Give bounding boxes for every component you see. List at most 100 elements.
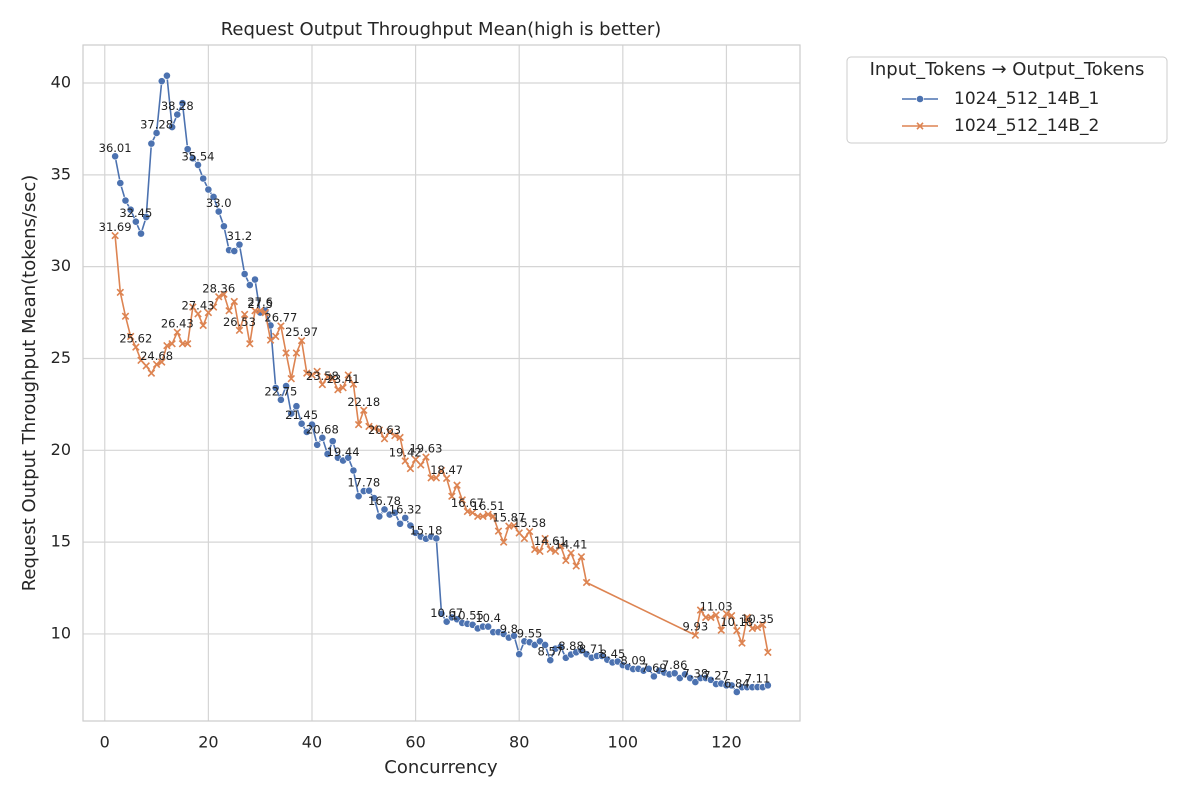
data-point [437,466,446,475]
data-point [380,434,389,443]
data-point [183,145,192,154]
data-point [121,312,130,321]
x-tick-label: 40 [302,733,322,752]
data-point [261,308,270,317]
data-point [375,512,384,521]
data-point [385,428,394,436]
data-point [308,420,316,429]
data-label: 22.18 [347,395,380,409]
data-point [111,231,119,240]
data-point [292,402,301,411]
data-point [344,371,353,379]
data-point [396,519,404,528]
data-point [297,419,306,428]
data-point [572,562,580,570]
data-label: 22.75 [264,384,297,398]
x-tick-label: 0 [100,733,110,752]
x-tick-label: 100 [608,733,639,752]
data-label: 31.69 [99,220,132,234]
data-point [147,369,156,377]
data-point [499,538,508,546]
data-point [417,461,425,469]
data-point [712,611,720,619]
data-point [732,688,741,696]
data-point [199,174,208,183]
data-point [541,641,550,649]
data-point [111,152,120,161]
data-point [738,639,746,647]
data-point [422,453,430,461]
data-point [157,358,166,366]
data-point [411,455,420,464]
data-point [743,613,751,622]
data-point [328,437,337,446]
data-point [370,424,378,433]
data-label: 21.45 [285,408,318,422]
data-label: 36.01 [99,141,132,155]
data-point [225,306,233,315]
data-label: 35.54 [182,149,215,163]
data-point [406,521,415,530]
data-label: 26.77 [264,310,297,324]
data-point [188,154,197,163]
data-point [510,521,518,530]
data-point [722,609,731,618]
y-tick-label: 15 [51,532,71,551]
data-point [168,340,176,348]
data-point [727,611,736,620]
y-tick-label: 25 [51,348,71,367]
data-point [204,308,213,317]
data-point [230,297,239,306]
data-point [551,547,560,556]
data-point [437,609,446,618]
data-point [448,492,456,500]
data-label: 15.58 [513,516,546,530]
y-tick-label: 35 [51,164,71,183]
data-label: 14.61 [534,534,567,548]
data-point [142,362,150,370]
data-point [670,669,679,678]
data-point [515,650,524,659]
data-label: 8.57 [537,645,563,659]
data-point [271,383,280,392]
data-point [349,380,358,388]
series-line [114,73,769,694]
data-label: 7.11 [745,672,771,686]
data-point [390,508,399,517]
data-point [168,123,177,131]
data-point [463,507,472,516]
x-tick-label: 20 [198,733,218,752]
data-label: 9.93 [683,620,709,634]
data-point [189,303,197,311]
data-label: 7.86 [662,658,688,672]
data-label: 23.58 [306,369,339,383]
data-point [313,367,321,376]
data-point [691,678,700,686]
data-point [220,222,228,231]
data-label: 27.43 [182,298,215,312]
data-point [546,545,555,554]
data-point [525,527,534,536]
data-point [468,508,477,517]
data-point [494,527,503,535]
data-point [717,626,726,635]
data-point [541,534,549,543]
data-point [764,648,772,657]
data-point [240,310,249,319]
data-label: 11.03 [700,600,733,614]
data-point [562,556,570,565]
data-point [432,474,441,482]
legend-title: Input_Tokens → Output_Tokens [870,59,1145,80]
data-point [546,656,555,665]
data-point [458,496,466,504]
data-point [339,383,347,392]
data-point [131,217,140,226]
data-label: 25.62 [119,332,152,346]
data-label: 19.44 [327,445,360,459]
chart-title: Request Output Throughput Mean(high is b… [221,19,662,40]
data-point [266,336,275,344]
data-point [121,196,130,205]
data-label: 25.97 [285,325,318,339]
data-point [173,110,182,119]
